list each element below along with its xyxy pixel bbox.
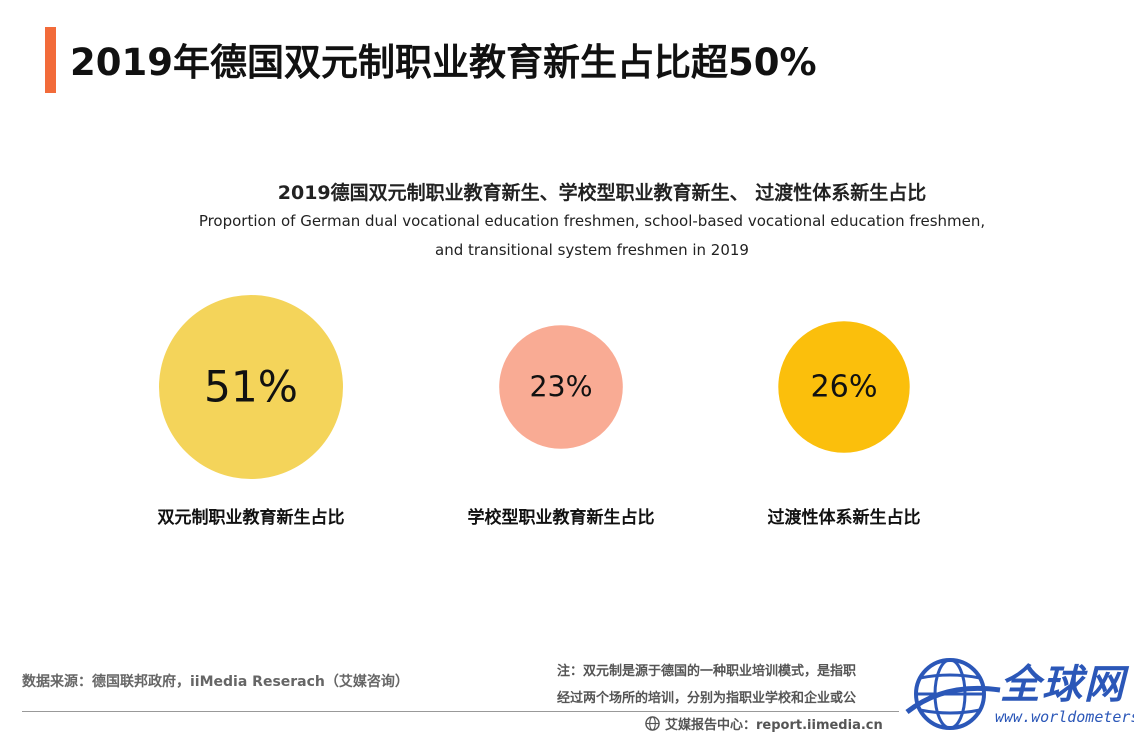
bubble-value-label-1: 51%	[204, 363, 298, 412]
globe-icon	[645, 716, 660, 731]
watermark-url: www.worldometers.cn	[995, 708, 1134, 726]
chart-title: 2019德国双元制职业教育新生、学校型职业教育新生、 过渡性体系新生占比	[277, 182, 927, 204]
title-accent-bar	[45, 27, 56, 93]
bubble-value-label-2: 23%	[529, 371, 592, 404]
report-center-text: 艾媒报告中心：report.iimedia.cn	[665, 718, 883, 733]
bubble-2	[499, 325, 623, 449]
data-source: 数据来源：德国联邦政府，iiMedia Reserach（艾媒咨询）	[22, 674, 409, 690]
bubble-value-label-3: 26%	[810, 370, 877, 405]
footer-divider	[22, 711, 899, 712]
bubble-1	[159, 295, 343, 479]
chart-subtitle-line-2: and transitional system freshmen in 2019	[435, 241, 749, 259]
footnote-line-2: 经过两个场所的培训，分别为指职业学校和企业或公	[557, 691, 857, 706]
footnote-line-1: 注：双元制是源于德国的一种职业培训模式，是指职	[557, 664, 857, 679]
watermark-text: 全球网	[1000, 662, 1126, 708]
page-title: 2019年德国双元制职业教育新生占比超50%	[70, 41, 817, 84]
category-label-3: 过渡性体系新生占比	[768, 507, 921, 528]
chart-subtitle-line-1: Proportion of German dual vocational edu…	[198, 212, 986, 230]
watermark-globe-logo	[905, 658, 1001, 730]
report-center: 艾媒报告中心：report.iimedia.cn	[645, 714, 883, 733]
category-label-2: 学校型职业教育新生占比	[468, 507, 655, 528]
category-label-1: 双元制职业教育新生占比	[158, 507, 345, 528]
bubble-3	[778, 321, 910, 453]
